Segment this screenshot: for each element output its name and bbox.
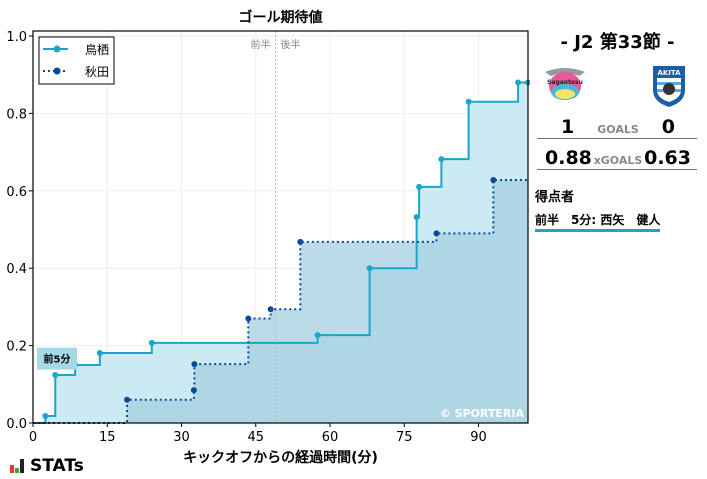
y-tick-label: 0.8 [6, 107, 27, 122]
data-point [515, 79, 522, 86]
series-line-鳥栖 [33, 81, 528, 424]
data-point [148, 339, 155, 346]
y-tick-label: 0.0 [6, 417, 27, 432]
home-xg: 0.88 [545, 147, 592, 169]
away-team-logo: AKITA [653, 66, 685, 107]
goals-row: 1 GOALS 0 [537, 116, 697, 139]
away-goals: 0 [661, 116, 675, 138]
x-tick-label: 45 [247, 430, 264, 445]
data-point [314, 332, 321, 339]
watermark: © SPORTERIA [440, 407, 525, 420]
y-tick-label: 1.0 [6, 30, 27, 45]
x-tick-label: 30 [173, 430, 190, 445]
y-tick-label: 0.6 [6, 185, 27, 200]
xg-label: xGOALS [593, 154, 643, 167]
series-area-1 [33, 179, 528, 423]
data-point [413, 214, 420, 221]
data-point [433, 230, 440, 237]
legend-marker [53, 67, 61, 75]
y-tick-label: 0.4 [6, 262, 27, 277]
annotation-label: 前5分 [44, 353, 71, 366]
data-point [96, 349, 103, 356]
data-point [438, 156, 445, 163]
x-tick-label: 60 [322, 430, 339, 445]
data-point [416, 183, 423, 190]
stats-bars-icon [10, 459, 24, 473]
x-tick-label: 0 [29, 430, 37, 445]
goals-label: GOALS [597, 123, 639, 136]
round-title: - J2 第33節 - [560, 32, 675, 53]
data-point [190, 387, 197, 394]
scorer-item: 前半 5分: 西矢 健人 [535, 211, 661, 232]
data-point [366, 265, 373, 272]
legend-marker [53, 45, 61, 53]
plot-frame [32, 30, 529, 424]
chart-title: ゴール期待値 [239, 9, 323, 26]
xg-row: 0.88 xGOALS 0.63 [537, 147, 697, 170]
x-tick-label: 75 [396, 430, 413, 445]
away-xg: 0.63 [644, 147, 691, 169]
home-goals: 1 [561, 116, 575, 138]
scorers-title: 得点者 [535, 190, 575, 205]
data-point [297, 238, 304, 245]
second-half-label: 後半 [281, 38, 301, 51]
data-point [245, 315, 252, 322]
away-logo-text: AKITA [657, 69, 681, 77]
data-point [124, 396, 131, 403]
x-axis-label: キックオフからの経過時間(分) [183, 449, 378, 466]
y-tick-label: 0.2 [6, 340, 27, 355]
legend-label: 秋田 [85, 65, 109, 79]
home-logo-text: Sagantosu [547, 79, 583, 86]
annotation-box [37, 347, 77, 370]
data-point [490, 176, 497, 183]
home-team-logo: Sagantosu [545, 68, 585, 100]
x-tick-label: 90 [470, 430, 487, 445]
data-point [267, 306, 274, 313]
legend-box [38, 36, 115, 85]
stats-logo: STATs [10, 456, 84, 476]
stats-brand: STATs [30, 456, 84, 476]
series-line-秋田 [33, 178, 528, 424]
x-tick-label: 15 [99, 430, 116, 445]
data-point [465, 98, 472, 105]
legend-label: 鳥栖 [85, 42, 109, 57]
data-point [42, 413, 49, 420]
data-point [52, 372, 59, 379]
data-point [191, 361, 198, 368]
first-half-label: 前半 [251, 38, 271, 51]
